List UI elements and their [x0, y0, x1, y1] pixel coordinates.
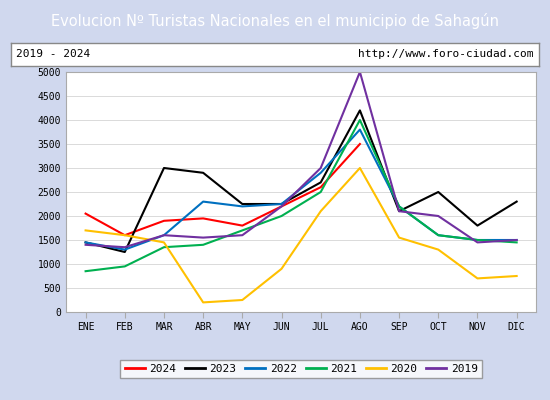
Text: 2019 - 2024: 2019 - 2024: [16, 49, 91, 59]
Text: http://www.foro-ciudad.com: http://www.foro-ciudad.com: [358, 49, 534, 59]
Text: Evolucion Nº Turistas Nacionales en el municipio de Sahagún: Evolucion Nº Turistas Nacionales en el m…: [51, 13, 499, 29]
Legend: 2024, 2023, 2022, 2021, 2020, 2019: 2024, 2023, 2022, 2021, 2020, 2019: [120, 360, 482, 378]
